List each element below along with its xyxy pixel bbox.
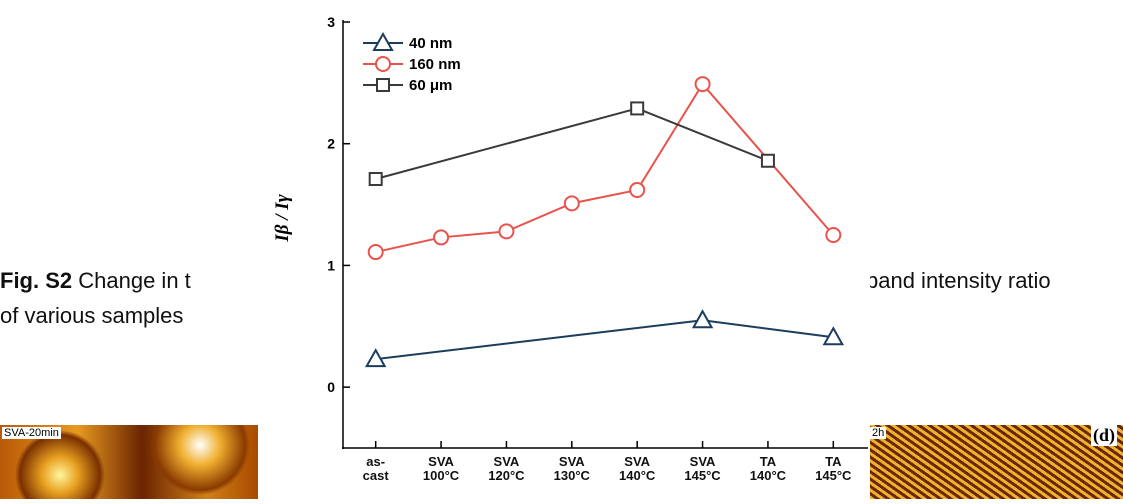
- caption-text: band intensity ratio: [866, 268, 1051, 294]
- legend-label: 40 nm: [409, 35, 452, 52]
- y-tick-label: 2: [327, 136, 335, 152]
- chart: Iβ / Iγ 0 1 2 3 40 nm 160 nm 60 μm: [258, 0, 870, 499]
- afm-image: 2h (d): [870, 425, 1123, 499]
- marker: [565, 196, 579, 210]
- y-tick-label: 1: [327, 257, 335, 273]
- y-tick-label: 3: [327, 14, 335, 30]
- marker: [370, 173, 382, 185]
- image-label: 2h: [870, 427, 886, 439]
- marker: [694, 311, 712, 327]
- marker: [631, 102, 643, 114]
- marker: [630, 183, 644, 197]
- marker: [434, 230, 448, 244]
- legend-label: 60 μm: [409, 77, 452, 94]
- page: Fig. S2 Change in t band intensity ratio…: [0, 0, 1123, 499]
- x-tick-label: SVA 145°C: [673, 455, 733, 483]
- legend-label: 160 nm: [409, 56, 461, 73]
- y-axis-label: Iβ / Iγ: [272, 194, 293, 242]
- caption-text: Change in t: [78, 268, 191, 293]
- legend-marker: [376, 57, 390, 71]
- caption-label: Fig. S2: [0, 268, 72, 293]
- afm-image: SVA-20min: [0, 425, 258, 499]
- legend-marker: [377, 79, 389, 91]
- image-label: SVA-20min: [2, 427, 61, 439]
- series-line: [376, 108, 768, 179]
- x-tick-label: TA 140°C: [738, 455, 798, 483]
- x-tick-label: as- cast: [346, 455, 406, 483]
- marker: [499, 224, 513, 238]
- panel-label: (d): [1091, 425, 1117, 446]
- marker: [369, 245, 383, 259]
- x-tick-label: SVA 130°C: [542, 455, 602, 483]
- y-tick-label: 0: [327, 379, 335, 395]
- x-tick-label: SVA 100°C: [411, 455, 471, 483]
- series-line: [376, 84, 834, 252]
- caption-line: Fig. S2 Change in t: [0, 268, 191, 294]
- x-tick-label: TA 145°C: [803, 455, 863, 483]
- marker: [762, 155, 774, 167]
- marker: [696, 77, 710, 91]
- x-tick-label: SVA 140°C: [607, 455, 667, 483]
- x-tick-label: SVA 120°C: [476, 455, 536, 483]
- caption-text: of various samples: [0, 303, 183, 329]
- series-line: [376, 320, 834, 359]
- marker: [826, 228, 840, 242]
